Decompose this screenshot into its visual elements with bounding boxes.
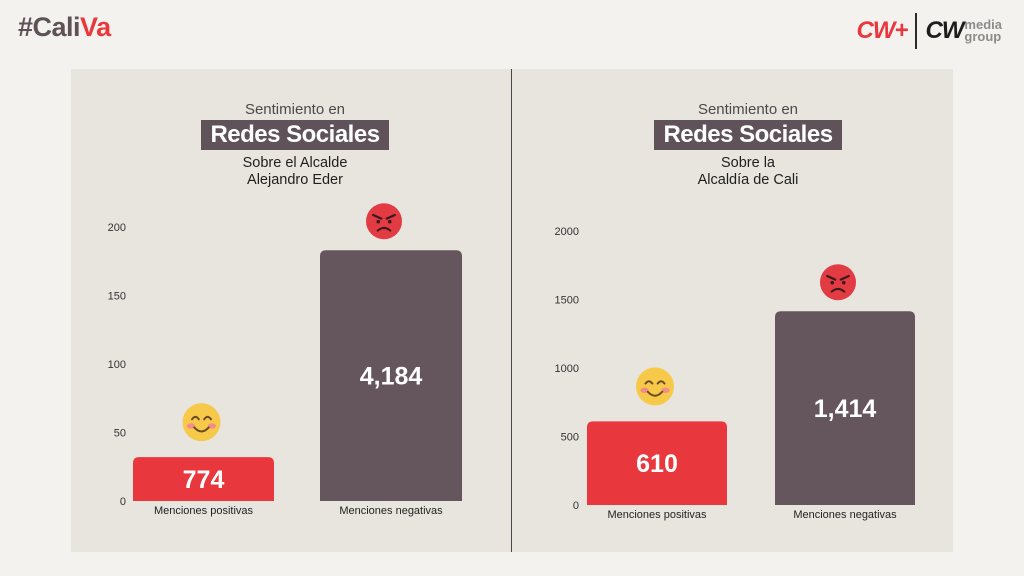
media-group-text: media group [964, 17, 1002, 44]
left-bar-value-label: 774 [183, 466, 225, 494]
hashtag-part-1: #Cali [18, 12, 81, 42]
panel-divider [511, 69, 512, 552]
left-axis-tick-label: 100 [108, 359, 126, 371]
right-axis-tick-label: 1500 [555, 295, 579, 307]
right-chart-subtitle-line2: Alcaldía de Cali [697, 172, 799, 188]
left-bar-value-label: 4,184 [360, 363, 423, 391]
cw-media-group-logo: CW [925, 17, 964, 44]
left-chart-title-badge: Redes Sociales [201, 120, 389, 150]
left-angry-face-icon [366, 203, 402, 240]
cw-plus-logo: CW+ [856, 17, 908, 44]
left-bar-negative [320, 250, 462, 501]
right-axis-tick-label: 500 [561, 432, 579, 444]
right-smiling-face-icon [636, 367, 674, 406]
right-chart-title-badge: Redes Sociales [654, 120, 842, 150]
hashtag-title: #CaliVa [18, 12, 111, 43]
left-chart-title-line1: Sentimiento en [244, 101, 346, 118]
hashtag-part-2: Va [80, 12, 111, 42]
right-category-label: Menciones negativas [793, 509, 897, 521]
left-smiling-face-icon [182, 403, 221, 442]
logo-divider [915, 13, 918, 49]
right-bar-value-label: 1,414 [814, 395, 877, 423]
right-axis-tick-label: 1000 [555, 363, 579, 375]
right-bar-negative [775, 311, 915, 505]
media-text: media [964, 17, 1002, 32]
right-chart-subtitle: Sobre la Alcaldía de Cali [598, 155, 898, 189]
left-category-label: Menciones positivas [154, 505, 254, 517]
right-chart-title-line1: Sentimiento en [697, 101, 799, 118]
right-axis-tick-label: 0 [573, 500, 579, 512]
left-bar-positive [133, 457, 274, 501]
right-category-label: Menciones positivas [607, 509, 707, 521]
left-axis-tick-label: 50 [114, 428, 126, 440]
right-axis-tick-label: 2000 [555, 226, 579, 238]
right-chart-subtitle-line1: Sobre la [720, 155, 775, 171]
brand-logos: CW+ CW media group [856, 12, 1002, 50]
left-axis-tick-label: 200 [108, 222, 126, 234]
left-chart-subtitle: Sobre el Alcalde Alejandro Eder [145, 155, 445, 189]
left-chart-subtitle-line1: Sobre el Alcalde [242, 155, 348, 171]
left-category-label: Menciones negativas [339, 505, 443, 517]
left-chart-subtitle-line2: Alejandro Eder [247, 172, 343, 188]
right-angry-face-icon [820, 264, 856, 301]
left-axis-tick-label: 0 [120, 496, 126, 508]
right-bar-positive [587, 421, 727, 505]
left-axis-tick-label: 150 [108, 291, 126, 303]
right-bar-value-label: 610 [636, 450, 678, 478]
group-text: group [964, 29, 1002, 44]
